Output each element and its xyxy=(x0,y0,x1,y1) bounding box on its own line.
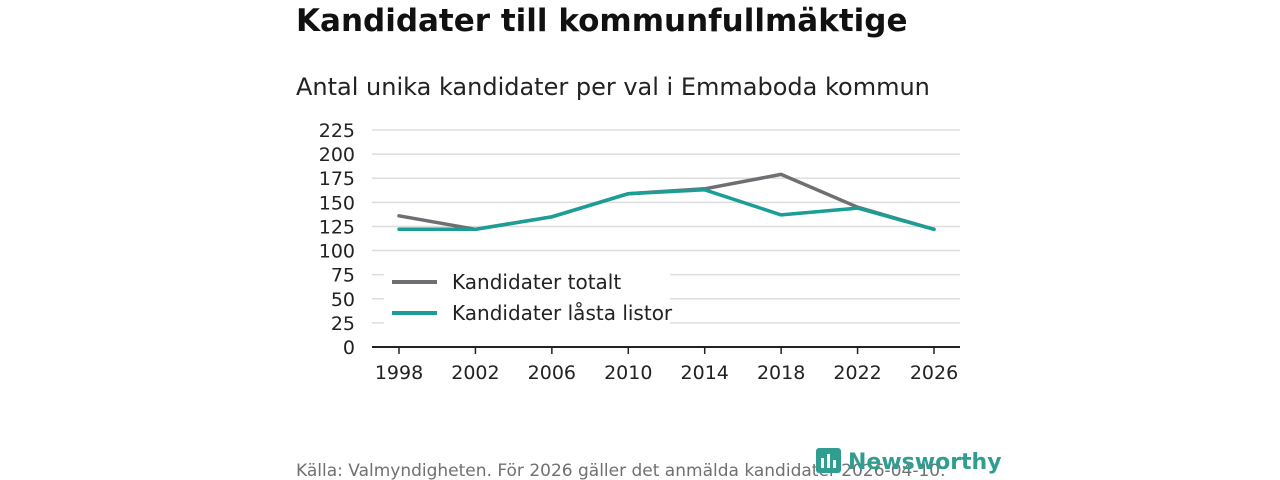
y-tick-label: 200 xyxy=(319,144,355,166)
y-tick-label: 50 xyxy=(331,289,355,311)
y-tick-label: 0 xyxy=(343,337,355,359)
x-tick-label: 2018 xyxy=(757,362,805,384)
x-tick-label: 1998 xyxy=(375,362,423,384)
source-footer: Källa: Valmyndigheten. För 2026 gäller d… xyxy=(296,461,946,480)
y-tick-label: 175 xyxy=(319,168,355,190)
legend-label-totalt: Kandidater totalt xyxy=(452,270,621,294)
x-tick-label: 2010 xyxy=(604,362,652,384)
logo-bar-2 xyxy=(827,454,830,468)
chart-title: Kandidater till kommunfullmäktige xyxy=(296,3,907,39)
legend: Kandidater totalt Kandidater låsta listo… xyxy=(384,267,673,329)
newsworthy-brand-text: Newsworthy xyxy=(848,450,1002,475)
y-tick-label: 25 xyxy=(331,313,355,335)
x-tick-label: 2022 xyxy=(833,362,881,384)
newsworthy-logo: Newsworthy xyxy=(816,448,1002,475)
y-tick-label: 125 xyxy=(319,216,355,238)
y-tick-label: 150 xyxy=(319,192,355,214)
y-tick-label: 75 xyxy=(331,265,355,287)
legend-label-lasta-listor: Kandidater låsta listor xyxy=(452,301,673,325)
logo-bar-1 xyxy=(821,458,824,468)
series-line-lasta-listor xyxy=(397,188,936,232)
x-tick-label: 2014 xyxy=(681,362,729,384)
series-lines xyxy=(397,172,936,232)
x-tick-label: 2002 xyxy=(451,362,499,384)
x-tick-label: 2026 xyxy=(910,362,958,384)
legend-background xyxy=(384,267,670,329)
chart-subtitle: Antal unika kandidater per val i Emmabod… xyxy=(296,73,930,101)
x-axis: 1998 2002 2006 2010 2014 2018 2022 2026 xyxy=(372,346,960,384)
y-tick-label: 225 xyxy=(319,120,355,142)
logo-bar-3 xyxy=(833,460,836,468)
x-tick-label: 2006 xyxy=(528,362,576,384)
y-tick-label: 100 xyxy=(319,241,355,263)
